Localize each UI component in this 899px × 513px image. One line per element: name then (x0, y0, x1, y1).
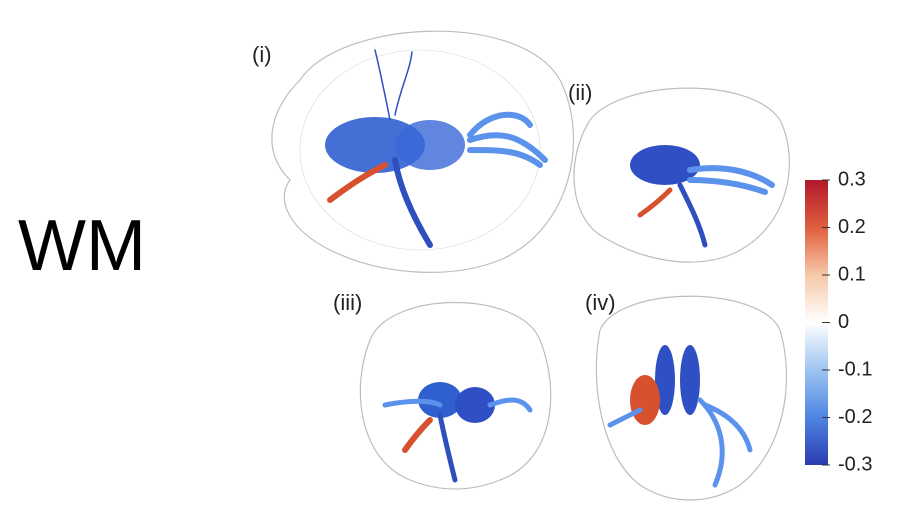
colorbar-tick-label: 0.2 (838, 216, 866, 238)
panel-label: (iv) (585, 290, 616, 315)
brain-panel: (iv) (585, 290, 787, 500)
brain-panel: (ii) (568, 80, 789, 262)
panel-label: (i) (252, 42, 272, 67)
colorbar-tick-label: 0.1 (838, 263, 866, 285)
colorbar-tick-label: -0.1 (838, 358, 872, 380)
brain-panel: (i) (252, 31, 574, 272)
colorbar-tick-label: 0.3 (838, 168, 866, 190)
panel-label: (iii) (333, 290, 362, 315)
colorbar-tick-label: -0.3 (838, 453, 872, 475)
figure: WM (i) (ii) (iii) (iv) (0, 0, 899, 513)
row-label: WM (18, 206, 146, 286)
panel-label: (ii) (568, 80, 592, 105)
brain-panel: (iii) (333, 290, 551, 489)
colorbar-tick-label: -0.2 (838, 406, 872, 428)
colorbar-tick-label: 0 (838, 311, 849, 333)
